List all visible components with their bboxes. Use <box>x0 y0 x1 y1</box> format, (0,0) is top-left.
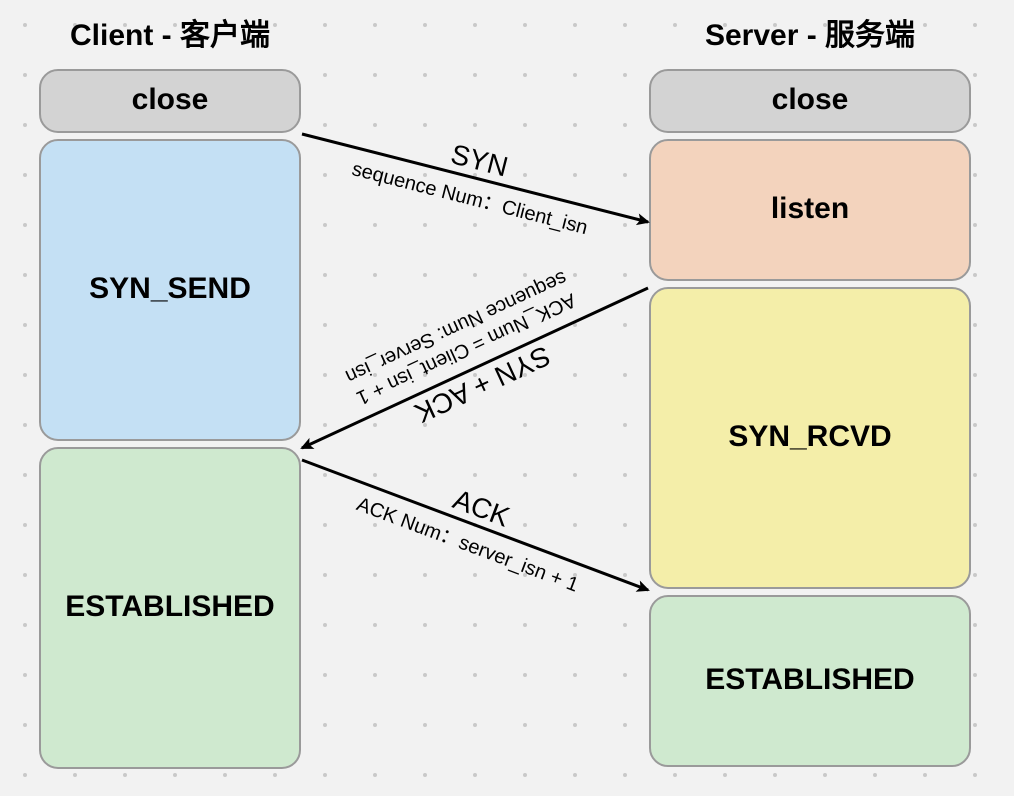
client-title: Client - 客户端 <box>70 18 270 52</box>
server-syn-rcvd-label: SYN_RCVD <box>728 420 891 453</box>
server-listen-label: listen <box>771 192 849 225</box>
client-syn-send-label: SYN_SEND <box>89 272 251 305</box>
client-established-label: ESTABLISHED <box>65 590 274 623</box>
server-established-label: ESTABLISHED <box>705 663 914 696</box>
client-close-label: close <box>132 83 209 116</box>
server-close-label: close <box>772 83 849 116</box>
server-title: Server - 服务端 <box>705 19 915 52</box>
tcp-handshake-diagram: Client - 客户端 Server - 服务端 close SYN_SEND E… <box>0 0 1014 796</box>
